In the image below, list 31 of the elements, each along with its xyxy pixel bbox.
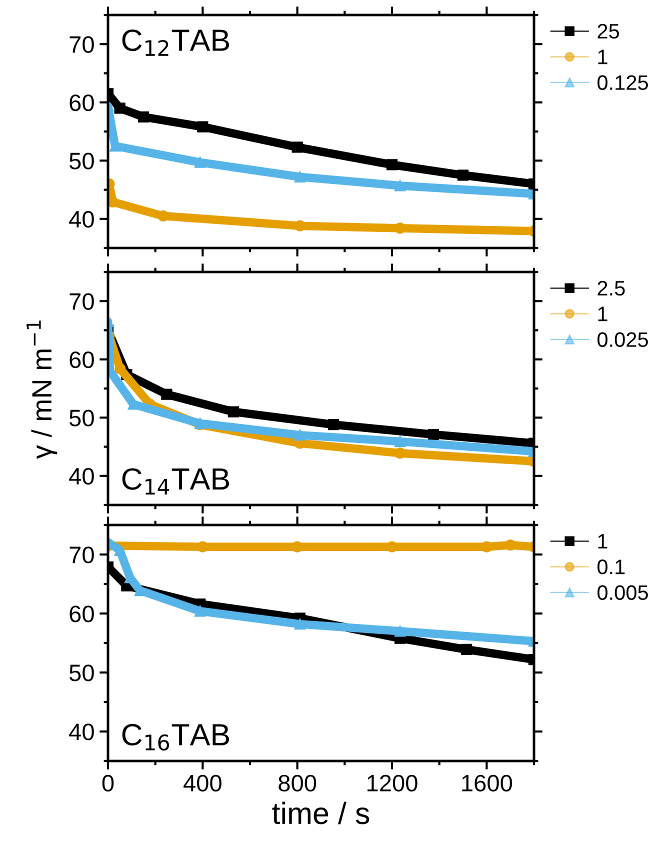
y-tick-label: 50 xyxy=(69,664,94,682)
y-tick-label: 70 xyxy=(70,36,94,53)
x-tick-label: 1600 xyxy=(462,774,512,792)
legend-label: 0.025 xyxy=(598,332,648,347)
legend-label: 2.5 xyxy=(598,280,625,296)
annotation: C$_{14}$TAB xyxy=(122,468,230,495)
y-tick-label: 40 xyxy=(69,724,94,740)
y-tick-label: 40 xyxy=(69,210,94,228)
y-tick-label: 60 xyxy=(70,351,94,368)
y-tick-label: 50 xyxy=(69,152,94,170)
annotation: C$_{16}$TAB xyxy=(122,724,230,751)
legend-label: 25 xyxy=(598,24,619,39)
legend-label: 1 xyxy=(598,534,608,548)
y-axis-title: γ / mN m$^{−1}$ xyxy=(26,320,58,459)
x-tick-label: 400 xyxy=(184,774,222,792)
x-tick-label: 800 xyxy=(278,774,316,792)
y-tick-label: 70 xyxy=(70,546,94,564)
legend-label: 0.005 xyxy=(598,585,648,600)
legend-label: 1 xyxy=(598,50,608,64)
y-tick-label: 40 xyxy=(69,468,94,485)
legend-label: 0.1 xyxy=(598,560,625,574)
y-tick-label: 60 xyxy=(70,606,94,622)
annotation: C$_{12}$TAB xyxy=(122,29,230,56)
y-tick-label: 60 xyxy=(70,94,94,112)
x-tick-label: 1200 xyxy=(368,774,418,792)
y-tick-label: 70 xyxy=(70,293,94,310)
legend-label: 0.125 xyxy=(598,75,648,90)
x-axis-title: time / s xyxy=(272,802,370,824)
y-tick-label: 50 xyxy=(69,410,94,426)
x-tick-label: 0 xyxy=(102,774,114,792)
legend-label: 1 xyxy=(598,306,608,322)
